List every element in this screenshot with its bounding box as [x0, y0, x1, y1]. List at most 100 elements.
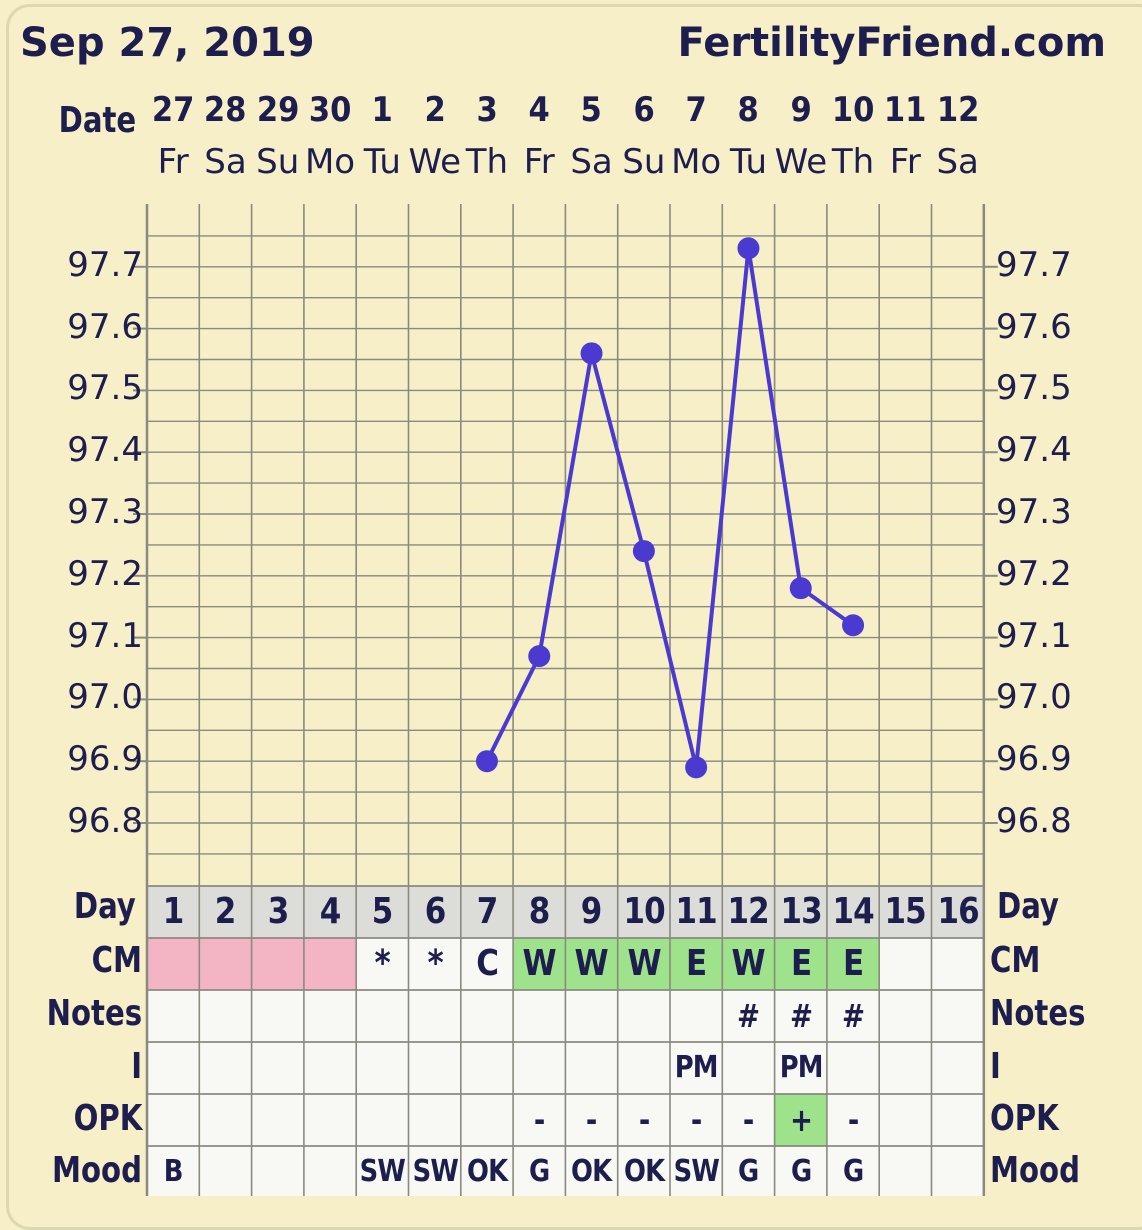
- notes-cell-bg: [670, 990, 723, 1042]
- date-cell: 28: [204, 90, 247, 130]
- day-cell-bg: [826, 886, 880, 938]
- ytick-label-left: 97.4: [67, 430, 143, 471]
- opk-cell-bg: [513, 1094, 566, 1146]
- i-cell-bg: [251, 1042, 304, 1094]
- day-cell: 5: [371, 891, 394, 932]
- opk-cell: +: [789, 1101, 813, 1139]
- i-cell-bg: [356, 1042, 409, 1094]
- i-cell-bg: [879, 1042, 932, 1094]
- opk-cell: -: [690, 1101, 702, 1139]
- notes-cell-bg: [251, 990, 304, 1042]
- opk-cell-bg: [617, 1094, 670, 1146]
- notes-cell: #: [737, 997, 760, 1035]
- dow-cell: We: [408, 142, 462, 182]
- opk-cell-bg: [303, 1094, 357, 1146]
- mood-cell: G: [842, 1154, 864, 1189]
- i-cell: PM: [674, 1050, 719, 1085]
- date-cell: 7: [685, 90, 707, 130]
- date-cell: 8: [737, 90, 760, 130]
- day-cell: 6: [424, 891, 446, 932]
- opk-label-right: OPK: [990, 1098, 1059, 1139]
- cm-cell: W: [522, 943, 557, 984]
- i-cell-bg: [826, 1042, 880, 1094]
- dow-cell: Fr: [157, 142, 189, 182]
- i-cell-bg: [408, 1042, 461, 1094]
- opk-cell: -: [533, 1101, 545, 1139]
- day-cell-bg: [565, 886, 618, 938]
- mood-cell: OK: [466, 1154, 508, 1189]
- mood-cell: G: [790, 1154, 812, 1189]
- ytick-label-right: 97.3: [996, 492, 1072, 532]
- day-cell: 14: [832, 891, 874, 932]
- day-cell: 13: [780, 891, 822, 932]
- notes-cell-bg: [199, 990, 252, 1042]
- cm-cell: W: [574, 943, 609, 984]
- day-cell-bg: [722, 886, 775, 938]
- ytick-label-left: 97.2: [67, 553, 143, 594]
- mood-cell: G: [529, 1154, 550, 1189]
- ytick-label-left: 97.7: [67, 244, 143, 285]
- temperature-line: [485, 246, 855, 770]
- ytick-label-left: 97.3: [67, 492, 143, 532]
- ytick-label-right: 97.2: [996, 553, 1072, 594]
- mood-cell-bg: [670, 1146, 723, 1196]
- notes-cell-bg: [513, 990, 566, 1042]
- dow-cell: Th: [465, 142, 509, 182]
- cm-cell-bg: [251, 938, 304, 990]
- mood-cell-bg: [460, 1146, 514, 1196]
- mood-cell: G: [738, 1154, 759, 1189]
- cm-label-right: CM: [990, 940, 1041, 981]
- opk-label-left: OPK: [73, 1098, 142, 1139]
- cm-cell: E: [790, 943, 812, 984]
- dow-cell: Fr: [889, 142, 921, 182]
- day-label-right: Day: [997, 886, 1059, 927]
- notes-cell-bg: [722, 990, 775, 1042]
- day-cell-bg: [199, 886, 252, 938]
- dow-cell: Mo: [304, 142, 356, 182]
- opk-cell-bg: [826, 1094, 880, 1146]
- day-cell-bg: [617, 886, 670, 938]
- opk-cell-bg: [408, 1094, 461, 1146]
- notes-cell-bg: [931, 990, 984, 1042]
- ytick-label-right: 97.1: [996, 615, 1072, 656]
- day-cell: 16: [936, 891, 979, 932]
- opk-cell: -: [847, 1101, 859, 1139]
- opk-cell-bg: [199, 1094, 252, 1146]
- day-cell: 4: [319, 891, 342, 932]
- date-cell: 12: [936, 90, 979, 130]
- mood-cell-bg: [617, 1146, 670, 1196]
- mood-cell-bg: [722, 1146, 775, 1196]
- i-cell-bg: [931, 1042, 984, 1094]
- day-cell-bg: [670, 886, 723, 938]
- dow-cell: Sa: [570, 142, 613, 182]
- mood-cell-bg: [147, 1146, 200, 1196]
- temperature-point: [475, 750, 498, 773]
- day-cell: 10: [623, 891, 665, 932]
- dow-cell: Fr: [523, 142, 555, 182]
- cm-cell-bg: [617, 938, 670, 990]
- opk-cell-bg: [565, 1094, 618, 1146]
- mood-cell: SW: [412, 1154, 458, 1189]
- i-cell: PM: [779, 1050, 823, 1085]
- date-cell: 5: [580, 90, 603, 130]
- cm-cell: *: [426, 943, 443, 984]
- cm-cell-bg: [408, 938, 461, 990]
- i-cell-bg: [774, 1042, 827, 1094]
- dow-cell: Mo: [671, 142, 722, 182]
- temperature-point: [528, 645, 551, 668]
- cm-cell: *: [374, 943, 391, 984]
- opk-cell-bg: [670, 1094, 723, 1146]
- opk-cell-bg: [879, 1094, 932, 1146]
- temperature-point: [580, 342, 603, 365]
- cm-cell-bg: [565, 938, 618, 990]
- day-cell-bg: [303, 886, 357, 938]
- day-cell: 3: [267, 891, 289, 932]
- opk-cell: -: [638, 1101, 650, 1139]
- dow-cell: Su: [622, 142, 666, 182]
- day-cell-bg: [460, 886, 514, 938]
- opk-cell: -: [743, 1101, 754, 1139]
- ytick-label-left: 97.0: [67, 677, 143, 718]
- day-cell: 1: [162, 891, 185, 932]
- ytick-label-left: 97.5: [67, 368, 143, 409]
- ytick-label-right: 97.4: [996, 430, 1072, 471]
